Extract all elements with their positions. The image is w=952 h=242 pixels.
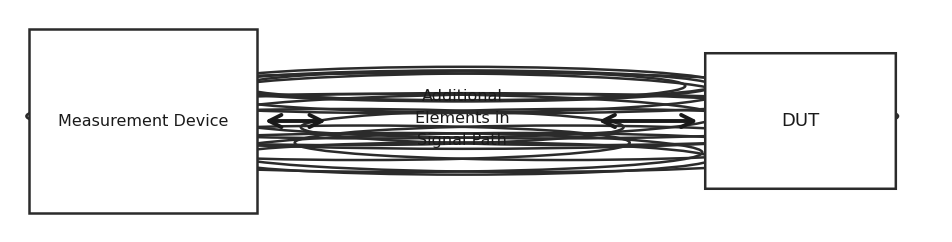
- Ellipse shape: [94, 126, 629, 160]
- Ellipse shape: [210, 71, 684, 101]
- Ellipse shape: [208, 94, 897, 138]
- Ellipse shape: [27, 94, 716, 138]
- Ellipse shape: [222, 133, 825, 172]
- Ellipse shape: [98, 133, 702, 172]
- Ellipse shape: [63, 109, 623, 145]
- FancyBboxPatch shape: [29, 29, 257, 213]
- Ellipse shape: [203, 67, 721, 100]
- FancyBboxPatch shape: [704, 53, 895, 189]
- Text: Measurement Device: Measurement Device: [58, 113, 228, 129]
- Ellipse shape: [294, 126, 829, 160]
- Ellipse shape: [239, 71, 713, 101]
- Text: Additional
Elements in
Signal Path: Additional Elements in Signal Path: [414, 89, 509, 148]
- Ellipse shape: [211, 142, 712, 175]
- Ellipse shape: [301, 109, 861, 145]
- Text: DUT: DUT: [781, 112, 819, 130]
- Ellipse shape: [30, 93, 893, 149]
- Ellipse shape: [204, 73, 824, 113]
- Ellipse shape: [99, 73, 720, 113]
